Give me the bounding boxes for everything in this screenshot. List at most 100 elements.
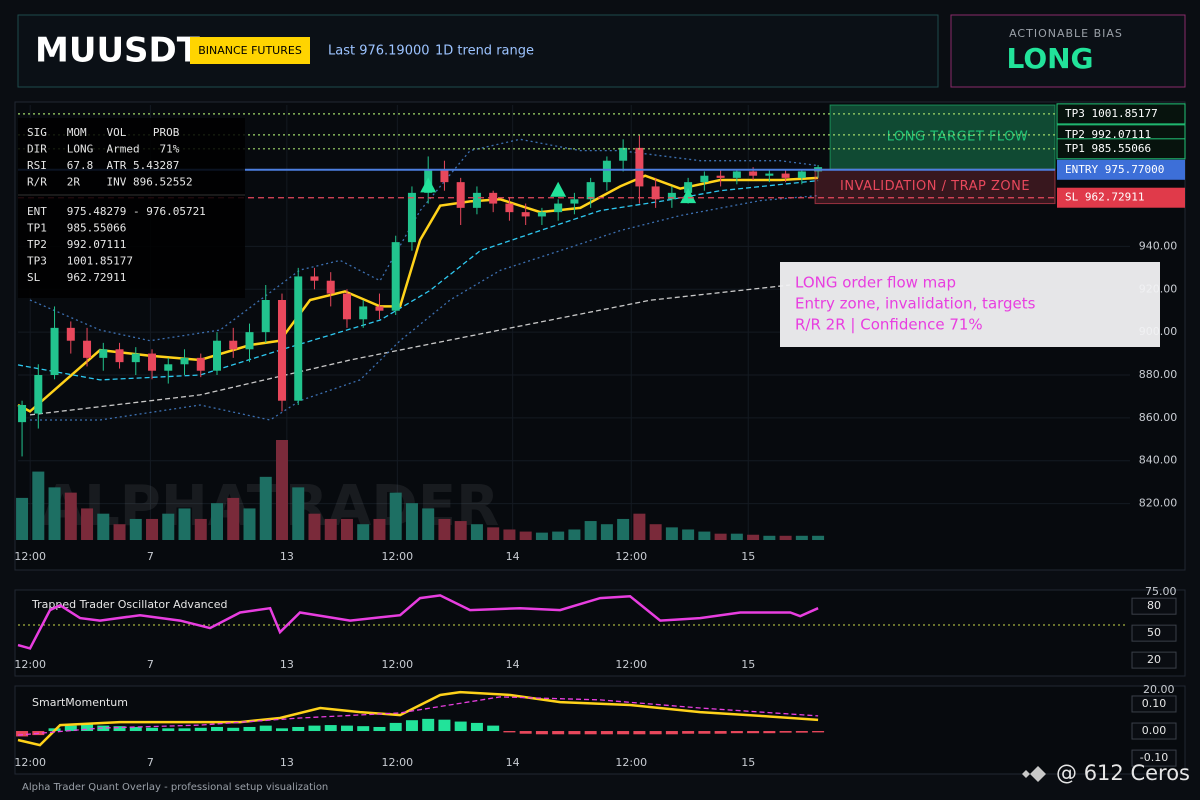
volume-bar bbox=[470, 524, 483, 540]
x-tick-label: 13 bbox=[280, 756, 294, 769]
x-tick-label: 7 bbox=[147, 550, 154, 563]
candle-body bbox=[781, 173, 790, 178]
info-line: TP2 992.07111 bbox=[27, 238, 126, 251]
x-tick-label: 12:00 bbox=[381, 658, 413, 671]
candle-body bbox=[342, 293, 351, 320]
momentum-bar bbox=[617, 731, 630, 735]
candle-body bbox=[180, 357, 189, 365]
momentum-bar bbox=[503, 731, 516, 733]
candle-body bbox=[391, 242, 400, 311]
x-tick-label: 12:00 bbox=[14, 658, 46, 671]
candle-body bbox=[456, 182, 465, 208]
volume-bar bbox=[747, 534, 760, 540]
annotation-box bbox=[780, 262, 1160, 347]
volume-bar bbox=[146, 518, 159, 540]
level-value: 992.07111 bbox=[1092, 128, 1152, 141]
volume-bar bbox=[763, 535, 776, 540]
panel-title: SmartMomentum bbox=[32, 696, 128, 709]
scale-note: 20.00 bbox=[1143, 683, 1175, 696]
momentum-bar bbox=[779, 731, 792, 733]
panel-title: Trapped Trader Oscillator Advanced bbox=[31, 598, 227, 611]
volume-bar bbox=[422, 508, 435, 540]
volume-bar bbox=[162, 513, 175, 540]
symbol: MUUSDT bbox=[35, 31, 201, 71]
momentum-bar bbox=[600, 731, 613, 735]
level-tag bbox=[1057, 159, 1185, 180]
momentum-bar bbox=[649, 731, 662, 735]
volume-bar bbox=[405, 503, 418, 540]
candle-body bbox=[359, 306, 368, 320]
volume-bar bbox=[714, 533, 727, 540]
momentum-bar bbox=[584, 731, 597, 735]
volume-bar bbox=[129, 518, 142, 540]
volume-bar bbox=[178, 508, 191, 540]
candle-body bbox=[310, 276, 319, 281]
volume-bar bbox=[665, 527, 678, 540]
momentum-bar bbox=[211, 726, 224, 732]
x-tick-label: 7 bbox=[147, 658, 154, 671]
momentum-bar bbox=[405, 720, 418, 732]
candle-body bbox=[375, 306, 384, 311]
candle-body bbox=[196, 357, 205, 371]
volume-bar bbox=[617, 518, 630, 540]
info-line: DIR LONG Armed 71% bbox=[27, 143, 180, 156]
y-tick-label: -0.10 bbox=[1140, 751, 1168, 764]
volume-bar bbox=[389, 492, 402, 540]
momentum-bar bbox=[519, 731, 532, 734]
volume-bar bbox=[795, 535, 808, 540]
momentum-bar bbox=[373, 726, 386, 732]
candle-body bbox=[554, 203, 563, 213]
momentum-bar bbox=[357, 726, 370, 732]
momentum-bar bbox=[227, 727, 240, 732]
momentum-bar bbox=[16, 731, 29, 737]
indicator-line bbox=[17, 696, 819, 736]
candle-body bbox=[131, 353, 140, 363]
signal-marker bbox=[550, 181, 567, 197]
x-tick-label: 14 bbox=[506, 658, 520, 671]
candle-body bbox=[261, 300, 270, 333]
volume-bar bbox=[259, 476, 272, 540]
info-line: SL 962.72911 bbox=[27, 271, 126, 284]
oscillator-panel bbox=[14, 589, 1186, 677]
volume-bar bbox=[519, 531, 532, 540]
candle-body bbox=[619, 147, 628, 161]
x-tick-label: 14 bbox=[506, 756, 520, 769]
x-tick-label: 14 bbox=[506, 550, 520, 563]
candle-body bbox=[732, 171, 741, 178]
candle-body bbox=[18, 405, 27, 423]
y-tick-label: 80 bbox=[1147, 599, 1161, 612]
candle-body bbox=[586, 182, 595, 200]
momentum-bar bbox=[259, 725, 272, 732]
y-tick-label: 0.10 bbox=[1142, 697, 1167, 710]
oscillator-line bbox=[17, 594, 819, 650]
level-name: ENTRY bbox=[1065, 163, 1098, 176]
candle-body bbox=[797, 171, 806, 178]
momentum-bar bbox=[243, 726, 256, 732]
volume-bar bbox=[698, 531, 711, 540]
volume-bar bbox=[275, 440, 288, 540]
candle-body bbox=[667, 192, 676, 200]
header-box bbox=[17, 14, 939, 88]
momentum-bar bbox=[552, 731, 565, 735]
momentum-bar bbox=[308, 725, 321, 732]
momentum-bar bbox=[422, 718, 435, 732]
y-tick-box bbox=[1131, 651, 1177, 669]
x-tick-label: 13 bbox=[280, 658, 294, 671]
momentum-bar bbox=[340, 725, 353, 732]
candle-body bbox=[213, 340, 222, 371]
volume-bar bbox=[16, 497, 29, 540]
candle-body bbox=[716, 175, 725, 178]
momentum-bar bbox=[324, 725, 337, 732]
volume-bar bbox=[48, 487, 61, 540]
bias-box bbox=[950, 14, 1186, 88]
y-tick-label: 860.00 bbox=[1139, 411, 1178, 424]
y-tick-label: 20 bbox=[1147, 653, 1161, 666]
momentum-bar bbox=[81, 724, 94, 732]
volume-bar bbox=[552, 531, 565, 540]
signal-marker bbox=[420, 177, 437, 193]
level-name: SL bbox=[1065, 191, 1079, 204]
volume-bar bbox=[438, 518, 451, 540]
level-value: 1001.85177 bbox=[1092, 107, 1158, 120]
level-label: TP2 992.07111 bbox=[1065, 128, 1151, 141]
level-value: 962.72911 bbox=[1085, 191, 1145, 204]
